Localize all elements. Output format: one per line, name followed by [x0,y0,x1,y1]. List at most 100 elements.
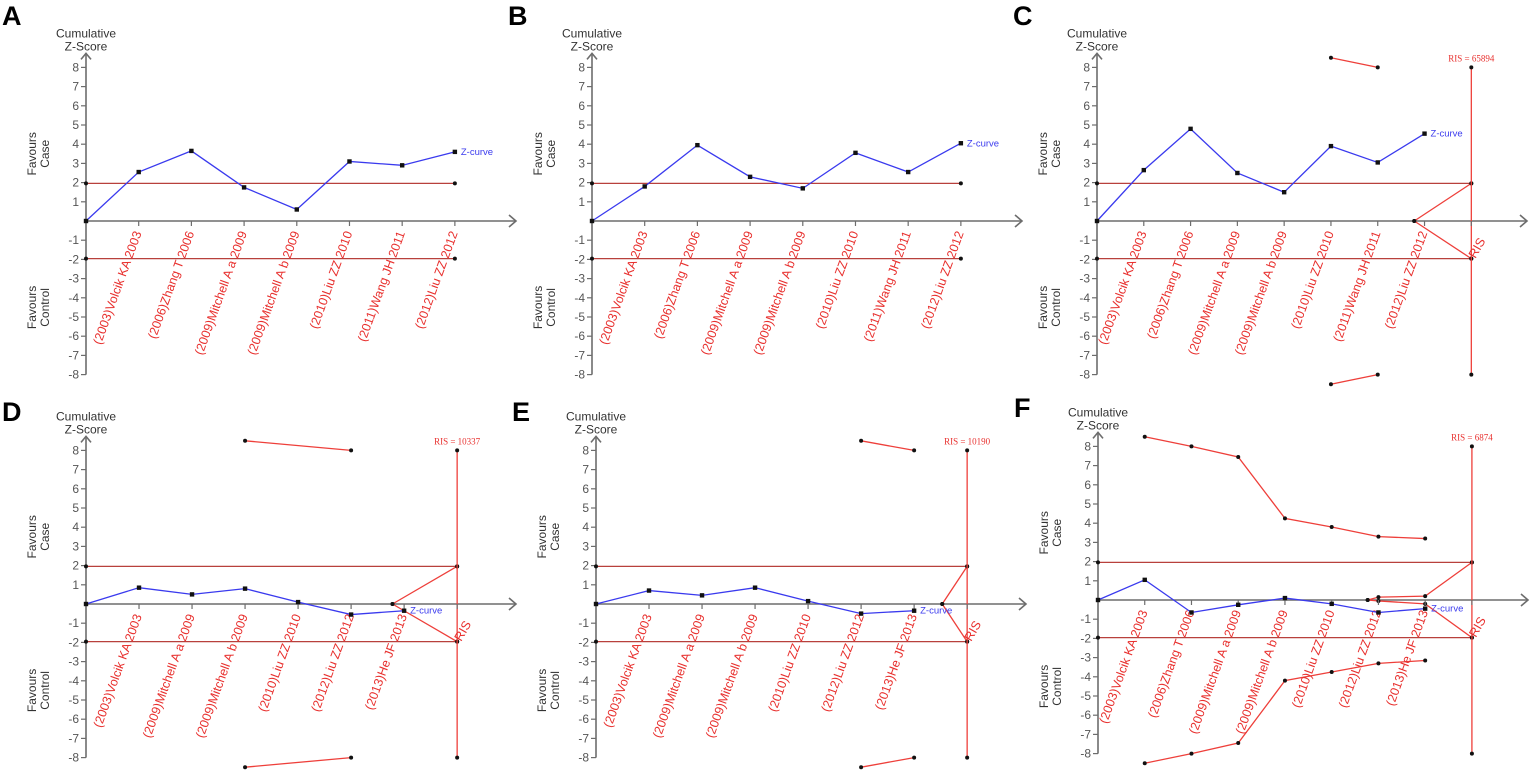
boundary-point [958,181,963,186]
ris-tick-label: RIS [962,618,985,643]
monitoring-boundary-lower-point [1375,372,1380,377]
y-tick-label: 6 [578,99,585,113]
futility-boundary-upper [941,566,968,605]
y-tick-label: 3 [1084,535,1091,549]
z-curve-point [1375,160,1380,165]
z-curve-label: Z-curve [967,138,999,149]
y-tick-label: -1 [68,616,79,630]
monitoring-boundary-upper-point [1189,444,1194,449]
study-label: (2010)Liu ZZ 2010 [256,612,304,713]
monitoring-boundary-upper-point [1376,534,1381,539]
y-tick-label: -5 [578,693,589,707]
study-label: (2012)Liu ZZ 2012 [819,612,867,713]
study-label: (2003)Volcik KA 2003 [1097,608,1151,725]
boundary-point [594,564,598,569]
x-axis-arrow-icon [1018,597,1028,611]
boundary-point [84,564,88,569]
z-curve-point [589,218,595,224]
monitoring-boundary-upper [245,440,352,452]
y-tick-label: 5 [578,118,585,132]
z-curve-point [747,174,753,180]
favours-control-label: Favours [531,286,545,329]
y-tick-label: 8 [1083,60,1090,74]
x-axis-arrow-icon [1014,214,1024,228]
z-curve-point [189,592,195,597]
y-tick-label: -7 [574,348,585,362]
monitoring-boundary-upper-point [859,438,864,443]
z-curve-label: Z-curve [461,147,493,158]
monitoring-boundary-upper-point [349,448,354,453]
y-tick-label: 3 [578,156,585,170]
z-curve-point [401,608,407,613]
y-tick-label: 2 [72,176,79,190]
favours-control-label: Favours [1036,286,1050,329]
futility-boundary-lower-point [1412,219,1417,223]
z-curve-point [294,207,299,212]
futility-boundary-lower [941,603,968,642]
z-curve-point [1422,606,1428,611]
y-axis-title: Z-Score [575,422,618,436]
y-axis-arrow-icon [1091,52,1103,60]
study-label: (2006)Zhang T 2006 [145,229,197,341]
x-axis-arrow-icon [508,597,518,611]
ris-point [965,755,970,760]
y-tick-label: 7 [1084,459,1091,473]
y-tick-label: -4 [1079,291,1090,305]
favours-control-label: Control [1049,288,1063,327]
boundary-point [84,639,88,644]
monitoring-boundary-lower-point [1423,658,1428,663]
study-label: (2010)Liu ZZ 2010 [766,612,814,713]
y-tick-label: 4 [1083,137,1090,151]
z-curve-point [452,149,458,155]
study-label: (2012)Liu ZZ 2012 [1382,229,1430,330]
y-tick-label: -4 [574,291,585,305]
study-label: (2009)Mitchell A a 2009 [192,229,250,357]
z-curve-line [85,587,405,616]
z-curve-point [295,599,301,605]
z-curve-label: Z-curve [920,606,952,617]
y-tick-label: 6 [582,482,589,496]
z-curve-point [1141,167,1146,173]
favours-control-label: Favours [535,669,549,712]
monitoring-boundary-lower-point [859,765,864,770]
y-tick-label: -8 [578,751,589,765]
futility-boundary-upper-point [1376,595,1381,600]
study-label: (2003)Volcik KA 2003 [90,229,144,346]
y-tick-label: -7 [578,731,589,745]
y-tick-label: 7 [1083,80,1090,94]
monitoring-boundary-upper-point [1282,516,1287,521]
y-tick-label: -4 [68,674,79,688]
y-tick-label: 1 [582,578,589,592]
study-label: (2009)Mitchell A a 2009 [650,612,708,740]
y-axis-arrow-icon [80,52,92,60]
x-axis-arrow-icon [508,214,518,228]
z-curve-label: Z-curve [1431,129,1463,140]
panel-letter: A [2,1,22,31]
monitoring-boundary-lower-point [1142,761,1147,766]
y-tick-label: 3 [72,156,79,170]
favours-case-label: Favours [25,132,39,175]
y-axis-title: Z-Score [571,39,614,53]
futility-boundary-lower [1413,220,1472,260]
y-axis-title: Cumulative [1067,26,1127,40]
panel-b: B 8 7 6 5 4 3 2 1 -1 -2 -3 -4 -5 -6 -7 -8 CumulativeZ-Sco… [508,1,1024,382]
monitoring-boundary-lower-point [1328,382,1333,387]
study-label: (2010)Liu ZZ 2010 [1288,229,1336,330]
y-tick-label: 8 [1084,439,1091,453]
y-axis-title: Cumulative [1068,405,1128,419]
study-label: (2009)Mitchell A a 2009 [1186,608,1244,736]
y-axis-arrow-icon [1092,431,1104,439]
y-tick-label: -3 [68,272,79,286]
ris-point [1469,65,1474,70]
monitoring-boundary-upper [1330,57,1378,69]
z-curve-point [83,218,89,224]
z-curve-point [242,586,248,591]
favours-case-label: Favours [1036,132,1050,175]
boundary-point [1096,560,1100,565]
y-tick-label: 7 [72,80,79,94]
z-curve-point [241,185,247,190]
favours-control-label: Favours [25,286,39,329]
boundary-point [84,256,88,261]
y-tick-label: -8 [574,368,585,382]
y-tick-label: 2 [1083,176,1090,190]
